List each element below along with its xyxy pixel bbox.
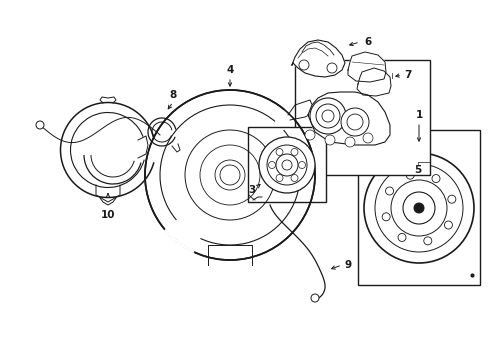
Circle shape xyxy=(259,137,314,193)
Circle shape xyxy=(309,98,346,134)
Circle shape xyxy=(275,149,283,156)
Circle shape xyxy=(397,233,405,242)
Bar xyxy=(247,127,325,202)
Circle shape xyxy=(406,171,413,179)
Circle shape xyxy=(326,63,336,73)
Bar xyxy=(294,60,429,175)
Text: 8: 8 xyxy=(169,90,176,100)
Circle shape xyxy=(382,213,389,221)
Text: 1: 1 xyxy=(414,110,422,120)
Circle shape xyxy=(321,110,333,122)
Circle shape xyxy=(390,180,446,236)
Circle shape xyxy=(374,164,462,252)
Circle shape xyxy=(325,135,334,145)
Circle shape xyxy=(36,121,44,129)
Circle shape xyxy=(290,175,297,181)
Circle shape xyxy=(310,294,318,302)
Circle shape xyxy=(447,195,455,203)
Circle shape xyxy=(290,149,297,156)
Polygon shape xyxy=(347,52,385,82)
Text: 10: 10 xyxy=(101,210,115,220)
Text: 6: 6 xyxy=(364,37,371,47)
Circle shape xyxy=(385,187,393,195)
Polygon shape xyxy=(356,68,390,96)
Circle shape xyxy=(363,153,473,263)
Text: 7: 7 xyxy=(404,70,411,80)
Text: 4: 4 xyxy=(226,65,233,75)
Circle shape xyxy=(345,137,354,147)
Circle shape xyxy=(268,162,275,168)
Circle shape xyxy=(315,104,339,128)
Text: 2: 2 xyxy=(294,160,301,170)
Text: 5: 5 xyxy=(413,165,421,175)
Circle shape xyxy=(423,237,431,245)
Circle shape xyxy=(266,145,306,185)
Circle shape xyxy=(298,162,305,168)
Circle shape xyxy=(298,60,308,70)
Circle shape xyxy=(362,133,372,143)
Circle shape xyxy=(413,203,423,213)
Polygon shape xyxy=(138,136,148,158)
Circle shape xyxy=(431,175,439,183)
Circle shape xyxy=(275,154,297,176)
Circle shape xyxy=(305,130,314,140)
Text: 3: 3 xyxy=(248,185,255,195)
Circle shape xyxy=(282,160,291,170)
Polygon shape xyxy=(307,92,389,145)
Text: 9: 9 xyxy=(344,260,351,270)
Bar xyxy=(357,130,479,285)
Circle shape xyxy=(402,192,434,224)
Circle shape xyxy=(340,108,368,136)
Circle shape xyxy=(444,221,451,229)
Circle shape xyxy=(275,175,283,181)
Circle shape xyxy=(346,114,362,130)
Polygon shape xyxy=(291,40,345,77)
